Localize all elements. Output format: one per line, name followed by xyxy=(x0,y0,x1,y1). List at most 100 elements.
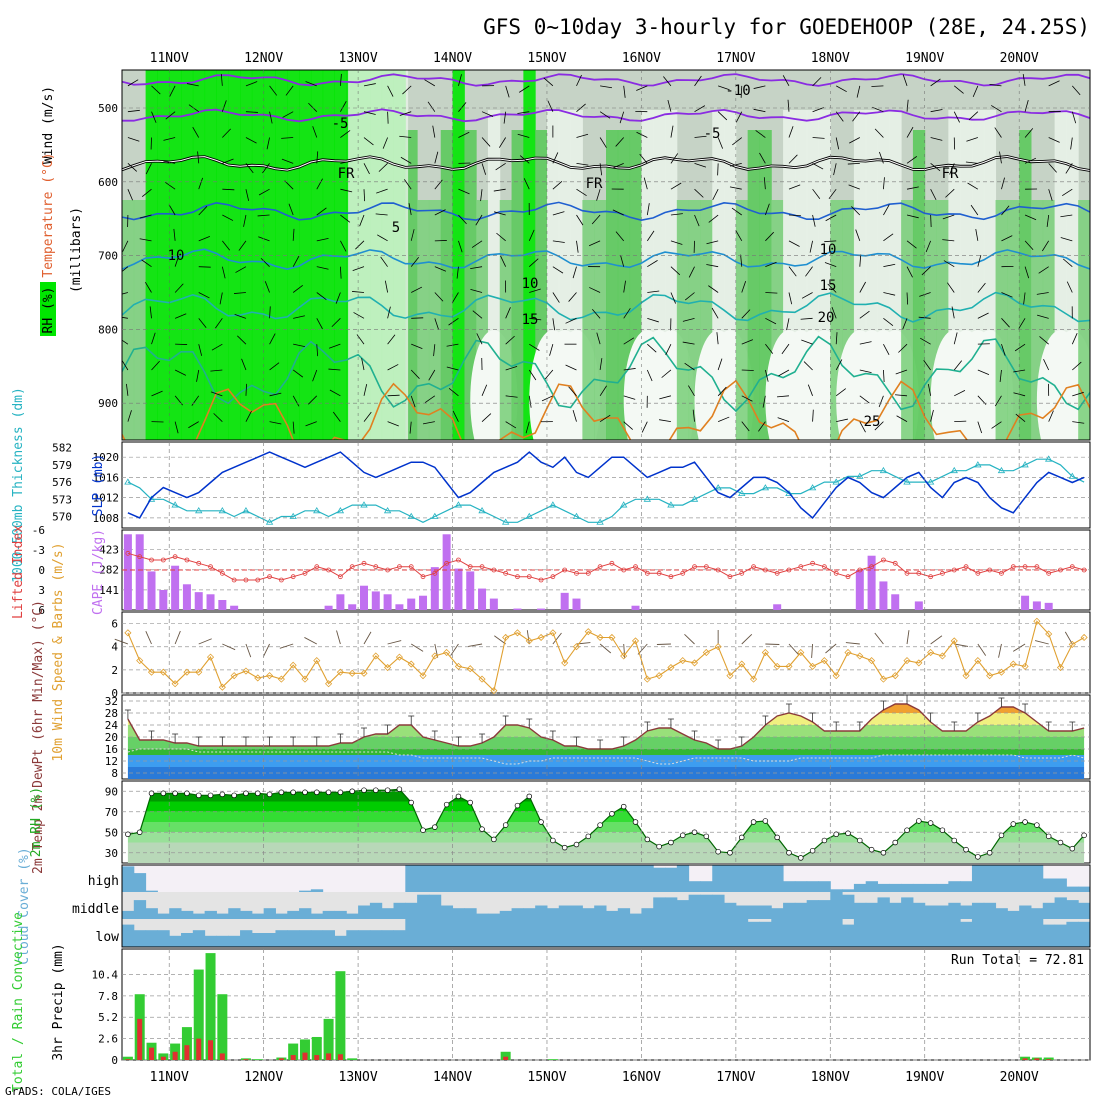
wind-barb xyxy=(906,126,914,138)
cape-bar xyxy=(407,598,416,610)
cloud-cell xyxy=(1042,902,1056,919)
wind-barb xyxy=(269,333,276,345)
wind-speed-marker xyxy=(844,648,852,657)
wind-barb xyxy=(930,409,934,422)
wind-barb xyxy=(977,421,983,434)
cloud-cell xyxy=(783,919,796,947)
thickness-marker xyxy=(926,478,935,485)
wind-barb xyxy=(518,85,530,93)
cloud-cell xyxy=(629,865,642,892)
wind-speed-marker xyxy=(159,668,167,676)
wind-barb xyxy=(505,421,517,429)
cloud-cell xyxy=(1007,919,1020,947)
wind-speed-marker xyxy=(218,683,226,691)
cape-bar xyxy=(360,585,368,610)
rh-marker xyxy=(975,854,981,860)
wind-barb xyxy=(375,213,388,216)
wind-barb xyxy=(777,417,790,423)
wind-barb xyxy=(835,359,843,371)
precip-conv-bar xyxy=(137,1018,143,1060)
cape-bar xyxy=(159,590,168,610)
lifted-marker xyxy=(951,567,957,573)
wind-barb xyxy=(694,105,706,113)
cloud-cell xyxy=(523,908,536,919)
wind-barb xyxy=(977,369,990,375)
wind-barb-10m xyxy=(845,642,860,645)
lifted-marker xyxy=(219,570,225,576)
cloud-cell xyxy=(570,919,583,947)
rh-marker xyxy=(644,836,651,843)
thickness-marker xyxy=(336,507,345,514)
wind-barb xyxy=(428,369,436,381)
wind-barb xyxy=(694,135,707,138)
wind-barb xyxy=(168,204,176,216)
cloud-cell xyxy=(889,902,902,919)
cape-bar xyxy=(572,598,581,610)
wind-barb xyxy=(812,214,816,227)
cape-bar xyxy=(194,592,203,610)
precip-total-bar xyxy=(205,953,216,1060)
wind-barb xyxy=(694,188,704,198)
wind-barb xyxy=(776,395,790,398)
wind-barb-10m xyxy=(387,640,402,645)
wind-barb xyxy=(572,266,577,279)
wind-barb xyxy=(906,156,918,164)
wind-barb xyxy=(264,281,270,293)
cloud-cell xyxy=(877,919,890,947)
ylabel-wind10m: 10m Wind Speed & Barbs (m/s) xyxy=(51,542,66,761)
wind-speed-marker xyxy=(631,637,640,645)
lifted-marker xyxy=(385,567,391,573)
wind-barb xyxy=(316,292,327,301)
wind-barb-10m xyxy=(1034,640,1049,645)
cloud-cell xyxy=(960,881,973,892)
precip-tick: 7.8 xyxy=(98,990,118,1003)
wind-barb xyxy=(576,133,589,138)
wind-barb xyxy=(543,77,554,87)
cape-tick: 423 xyxy=(99,544,119,557)
wind-barb xyxy=(456,266,459,279)
wind-barb xyxy=(222,188,235,191)
wind-speed-marker xyxy=(289,661,297,669)
thickness-marker xyxy=(195,507,203,514)
cloud-cell xyxy=(783,881,796,892)
cloud-cell xyxy=(818,919,831,947)
wind-barb xyxy=(599,137,607,148)
wind-barb xyxy=(377,234,388,242)
thickness-marker xyxy=(832,478,840,485)
cape-bar xyxy=(891,594,900,610)
thickness-marker xyxy=(265,518,274,525)
cloud-cell xyxy=(440,905,454,919)
contour-label: 25 xyxy=(864,414,881,430)
wind-barb xyxy=(149,306,152,319)
rh-marker xyxy=(1057,839,1064,846)
cloud-cell xyxy=(393,902,406,919)
wind-barb xyxy=(505,395,518,398)
wind-barb xyxy=(127,189,133,201)
wind-barb xyxy=(589,287,601,293)
wind-speed-marker xyxy=(1021,662,1029,670)
wind-barb xyxy=(174,283,184,293)
lifted-marker xyxy=(337,574,343,580)
wind-barb-10m xyxy=(811,643,814,658)
rh-column xyxy=(617,130,631,440)
wind-barb xyxy=(339,73,342,86)
wind-barb xyxy=(552,152,559,164)
wind-barb xyxy=(849,137,860,144)
wind-barb xyxy=(316,318,323,330)
thickness-tick: 579 xyxy=(52,459,72,472)
cloud-cell xyxy=(936,905,949,919)
wind-speed-marker xyxy=(490,687,498,695)
wind-speed-marker xyxy=(915,659,923,667)
wind-barb xyxy=(848,184,860,190)
wind-barb-10m xyxy=(954,643,969,647)
wind-barb xyxy=(759,152,766,164)
lifted-marker xyxy=(727,574,733,580)
wind-barb xyxy=(399,111,412,116)
wind-barb xyxy=(565,317,577,324)
wind-barb xyxy=(387,421,399,427)
lifted-marker xyxy=(1022,564,1028,570)
wind-speed-marker xyxy=(431,652,439,660)
cloud-cell xyxy=(476,865,489,892)
lifted-marker xyxy=(975,570,981,576)
wind-barb-10m xyxy=(304,637,317,645)
